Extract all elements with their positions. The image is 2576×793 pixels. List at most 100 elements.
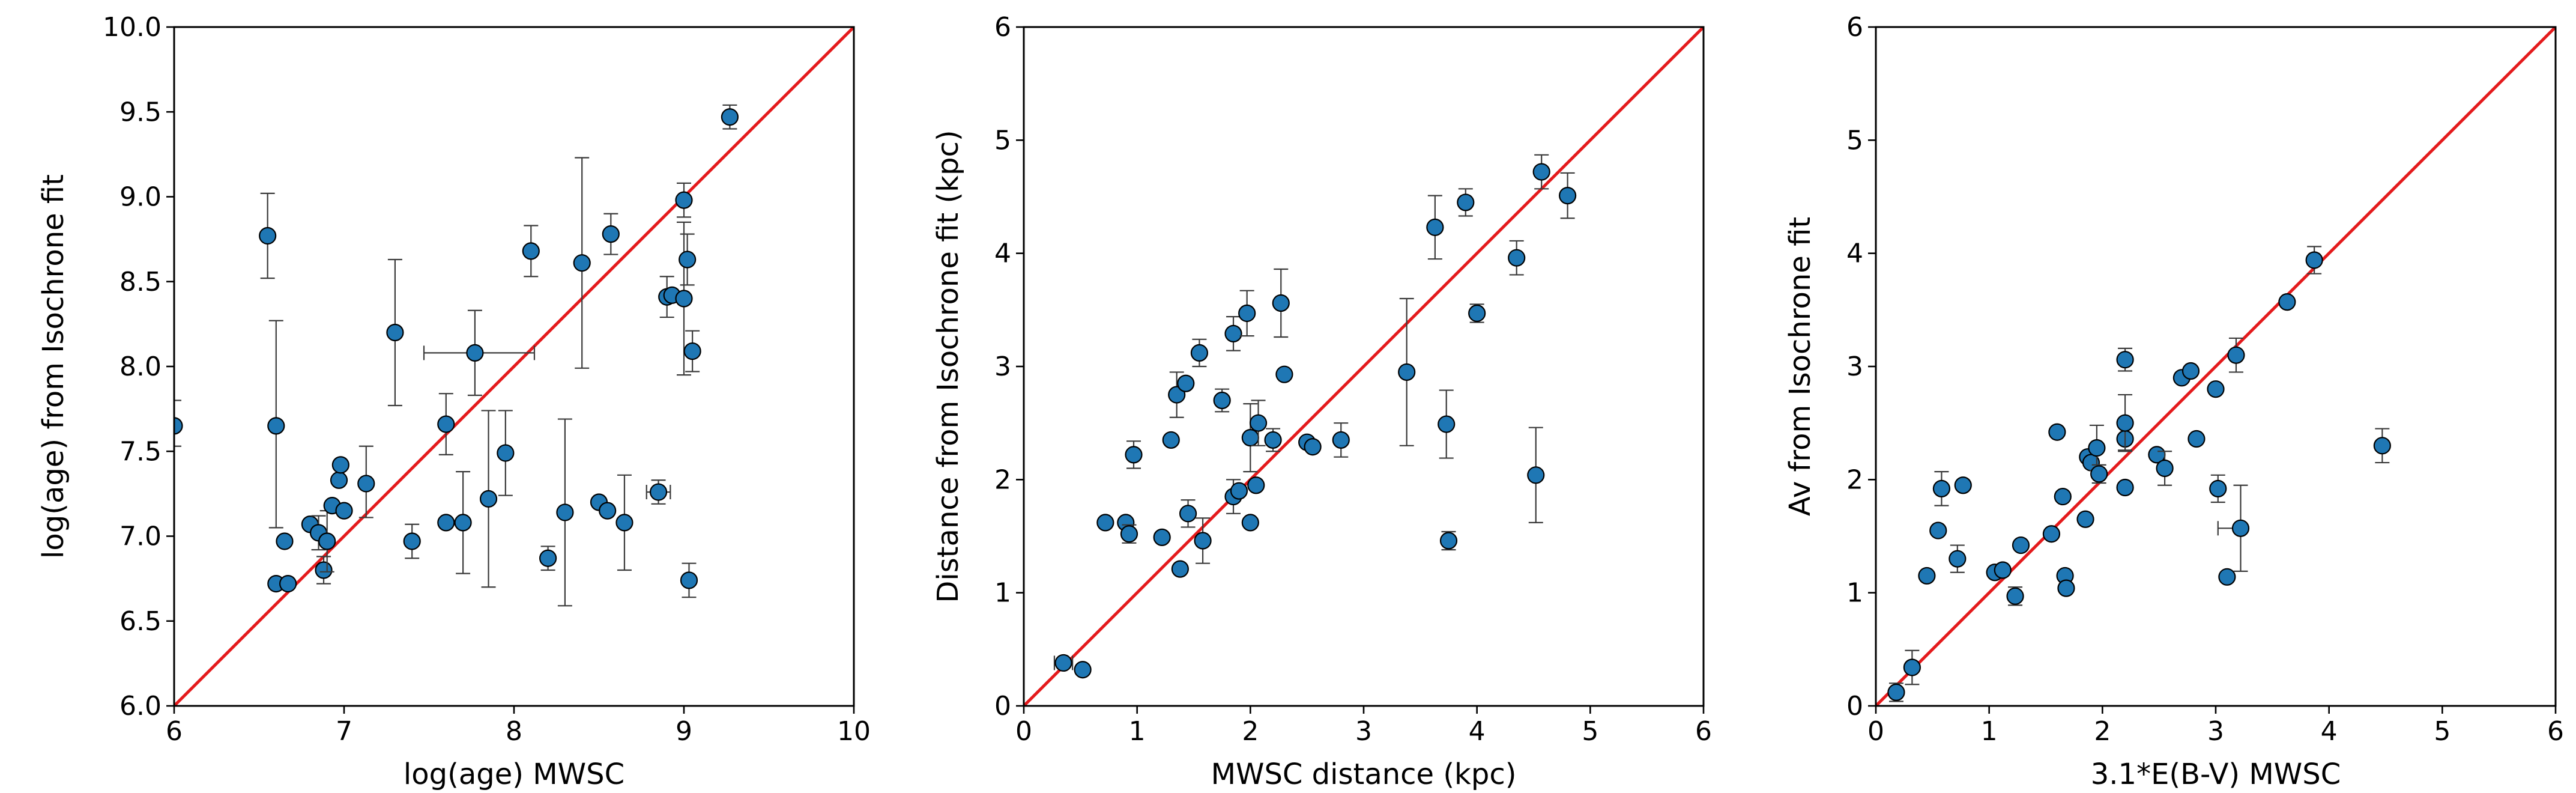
data-point-marker (1120, 525, 1138, 543)
data-point (1426, 195, 1444, 260)
data-point-marker (1074, 661, 1092, 679)
data-point-marker (1230, 482, 1248, 500)
data-point-marker (174, 417, 183, 435)
data-point-marker (1994, 561, 2012, 579)
data-point-marker (2048, 423, 2066, 441)
data-point (2227, 337, 2245, 373)
data-point (2373, 428, 2391, 464)
reference-line-one-to-one (174, 27, 854, 706)
data-point (1053, 654, 1074, 672)
data-point-marker (1272, 294, 1290, 312)
y-tick-label: 2 (1846, 464, 1863, 495)
y-tick-label: 7.0 (119, 521, 162, 552)
x-tick-label: 1 (1981, 716, 1998, 747)
data-point-marker (1241, 429, 1259, 447)
data-point (331, 456, 349, 474)
data-point-marker (2090, 465, 2108, 483)
panel-distance: 0 1 2 3 4 5 6 0 1 2 3 4 5 6 MWSC distance (kpc) Dista… (931, 12, 1712, 791)
data-point-marker (1224, 324, 1242, 342)
data-point (522, 225, 540, 278)
data-point (721, 104, 739, 130)
data-point-marker (599, 502, 617, 520)
data-point-marker (2054, 487, 2072, 506)
data-point-marker (1426, 218, 1444, 236)
data-point (2054, 487, 2072, 506)
data-point (267, 320, 285, 529)
data-point (318, 510, 336, 573)
y-tick-label: 5 (1846, 125, 1863, 156)
y-tick-label: 6 (994, 12, 1011, 43)
data-point (646, 479, 671, 505)
data-point (2278, 293, 2296, 311)
data-point (1918, 567, 1936, 585)
y-tick-label: 10.0 (103, 12, 162, 43)
y-axis-label-distance: Distance from Isochrone fit (kpc) (931, 130, 965, 603)
y-tick-label: 9.0 (119, 182, 162, 213)
data-point-marker (1532, 163, 1550, 181)
y-tick-label: 8.5 (119, 267, 162, 297)
data-point (1247, 476, 1265, 494)
data-point (1903, 649, 1921, 685)
y-error-bar (174, 400, 181, 447)
data-point (437, 393, 455, 456)
data-point-marker (2006, 587, 2024, 605)
data-point-marker (522, 242, 540, 260)
y-tick-label: 6.5 (119, 606, 162, 637)
data-point (2305, 246, 2323, 275)
data-point (1398, 297, 1416, 446)
data-point (479, 410, 498, 588)
data-point-marker (1932, 479, 1951, 498)
data-point-marker (683, 342, 701, 360)
reference-line-one-to-one (1024, 27, 1704, 706)
data-point (1272, 268, 1290, 338)
x-axis-label-distance: MWSC distance (kpc) (1211, 758, 1517, 791)
data-point-marker (386, 323, 404, 342)
data-point-marker (2116, 414, 2134, 432)
x-tick-label: 4 (1469, 716, 1486, 747)
data-point (1179, 499, 1197, 528)
data-point (2057, 579, 2075, 597)
data-point (599, 502, 617, 520)
data-point (1241, 403, 1259, 473)
data-point-marker (2187, 430, 2206, 448)
data-point-marker (403, 532, 421, 550)
y-tick-label: 2 (994, 464, 1011, 495)
data-point (556, 418, 574, 607)
data-point-marker (1179, 505, 1197, 523)
data-point-marker (2057, 579, 2075, 597)
data-point-marker (1194, 532, 1212, 550)
data-point-marker (1457, 193, 1475, 211)
data-point (2012, 536, 2030, 554)
data-point-marker (2278, 293, 2296, 311)
y-tick-label: 0 (994, 691, 1011, 722)
data-point-marker (721, 108, 739, 126)
data-point-marker (675, 191, 693, 209)
data-point (2156, 451, 2174, 486)
data-point (2116, 478, 2134, 497)
data-point (1438, 389, 1456, 459)
data-point-marker (259, 226, 277, 245)
data-point-marker (649, 483, 668, 501)
y-tick-label: 4 (1846, 239, 1863, 269)
data-point-marker (1559, 187, 1577, 205)
data-point (1230, 482, 1248, 500)
data-point-marker (679, 251, 697, 269)
data-point-marker (357, 475, 375, 493)
data-point-marker (330, 471, 348, 489)
data-point (1238, 290, 1256, 337)
data-point (1213, 388, 1231, 413)
data-point-marker (1275, 365, 1293, 383)
data-point (1527, 427, 1545, 524)
data-point-marker (2156, 459, 2174, 478)
data-point-marker (267, 417, 285, 435)
data-point (259, 192, 277, 279)
data-point (2048, 423, 2066, 441)
y-tick-label: 8.0 (119, 351, 162, 382)
data-point (1332, 422, 1350, 458)
data-point (386, 258, 404, 407)
y-tick-label: 1 (1846, 578, 1863, 609)
data-point-marker (1887, 683, 1905, 702)
data-point-marker (602, 225, 620, 243)
ticks-distance: 0 1 2 3 4 5 6 0 1 2 3 4 5 6 (994, 12, 1712, 747)
data-point (2187, 430, 2206, 448)
